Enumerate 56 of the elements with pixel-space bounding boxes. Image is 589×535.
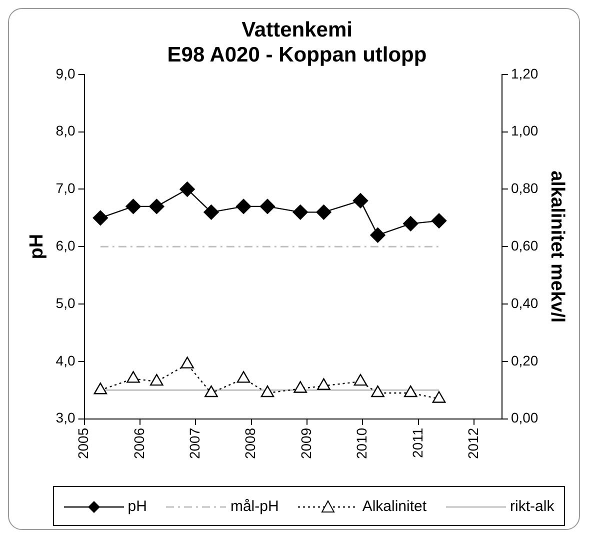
y2-tick-label: 1,00 bbox=[510, 122, 538, 139]
point bbox=[431, 213, 447, 228]
point bbox=[354, 374, 368, 386]
legend-label: mål-pH bbox=[230, 498, 279, 514]
point bbox=[352, 193, 368, 208]
point bbox=[371, 385, 384, 398]
x-tick-label: 2012 bbox=[464, 428, 481, 460]
y2-tick-label: 0,20 bbox=[510, 352, 538, 368]
x-tick-label: 2008 bbox=[242, 428, 258, 460]
y-tick-label: 3,0 bbox=[56, 410, 76, 426]
point bbox=[126, 371, 140, 383]
point bbox=[204, 385, 218, 398]
point bbox=[260, 198, 276, 214]
point bbox=[180, 182, 195, 197]
point bbox=[260, 385, 274, 398]
y2-tick-label: 0,60 bbox=[510, 237, 538, 254]
chart-subtitle: E98 A020 - Koppan utlopp bbox=[167, 44, 427, 67]
point bbox=[236, 371, 250, 383]
point bbox=[294, 381, 308, 393]
legend-label: pH bbox=[128, 498, 147, 514]
point bbox=[292, 204, 308, 220]
point bbox=[126, 198, 141, 214]
y-tick-label: 5,0 bbox=[56, 294, 76, 311]
y-axis-title: pH bbox=[26, 234, 48, 260]
chart-title: Vattenkemi bbox=[242, 18, 352, 42]
point bbox=[149, 198, 164, 214]
legend-label: rikt-alk bbox=[510, 498, 554, 514]
point bbox=[403, 216, 418, 232]
point bbox=[150, 374, 164, 386]
y2-axis-title: alkalinitet mekv/l bbox=[546, 170, 568, 323]
x-tick-label: 2011 bbox=[409, 428, 426, 458]
point bbox=[432, 391, 446, 403]
legend-label: Alkalinitet bbox=[362, 498, 427, 514]
y2-tick-label: 0,40 bbox=[510, 294, 538, 311]
point bbox=[94, 382, 108, 394]
x-tick-label: 2007 bbox=[186, 428, 203, 460]
x-tick-label: 2010 bbox=[354, 428, 370, 460]
x-tick-label: 2005 bbox=[75, 428, 92, 460]
y-tick-label: 7,0 bbox=[56, 180, 76, 196]
y2-tick-label: 1,20 bbox=[510, 65, 538, 82]
x-tick-label: 2009 bbox=[298, 428, 314, 460]
y-tick-label: 8,0 bbox=[56, 122, 76, 139]
y-tick-label: 9,0 bbox=[56, 65, 76, 82]
point bbox=[316, 204, 332, 220]
point bbox=[317, 378, 330, 390]
y-tick-label: 6,0 bbox=[56, 237, 76, 254]
point bbox=[92, 210, 108, 226]
y-tick-label: 4,0 bbox=[56, 352, 76, 368]
y2-tick-label: 0,80 bbox=[510, 180, 538, 196]
point bbox=[204, 204, 219, 220]
point bbox=[404, 385, 418, 398]
point bbox=[180, 356, 194, 368]
x-tick-label: 2006 bbox=[130, 428, 147, 460]
y2-tick-label: 0,00 bbox=[510, 410, 538, 426]
point bbox=[236, 198, 252, 214]
point bbox=[370, 228, 386, 243]
